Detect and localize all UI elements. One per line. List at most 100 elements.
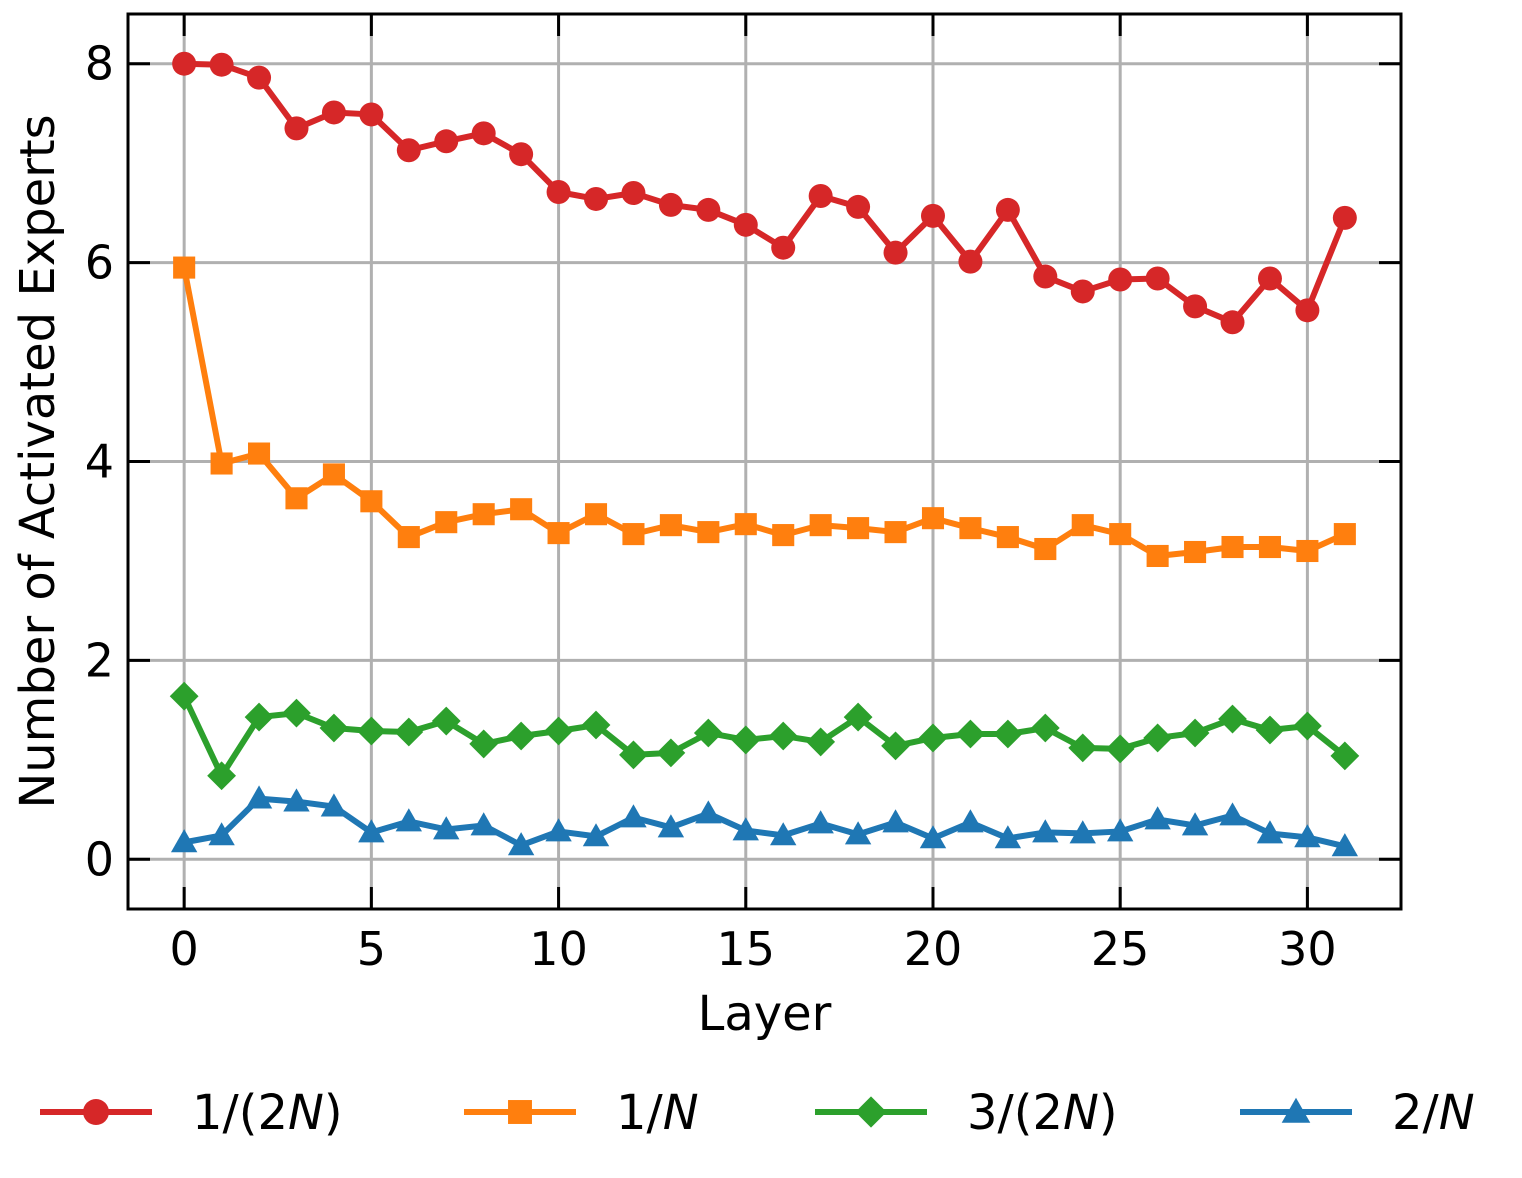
legend-label-prefix: 1/(2 <box>192 1085 288 1141</box>
legend-marker <box>83 1099 109 1125</box>
data-point <box>173 256 196 279</box>
y-tick-label: 8 <box>85 37 114 91</box>
y-tick-label: 0 <box>85 832 114 886</box>
series-2 <box>169 681 1360 791</box>
data-point <box>169 681 199 711</box>
legend: 1/(2N) 1/N 3/(2N) 2/N <box>40 1085 1475 1141</box>
data-point <box>510 498 533 521</box>
data-point <box>507 832 535 856</box>
data-point <box>843 702 873 732</box>
series-line <box>181 267 1347 559</box>
series-layer <box>169 51 1360 857</box>
data-point <box>734 513 757 536</box>
data-point <box>546 180 571 205</box>
data-point <box>996 526 1019 549</box>
data-point <box>807 810 834 834</box>
data-point <box>1069 820 1096 844</box>
legend-label-prefix: 3/(2 <box>967 1085 1063 1141</box>
legend-label: 2/N <box>1392 1085 1475 1141</box>
data-point <box>882 809 909 833</box>
legend-marker <box>508 1100 532 1124</box>
data-point <box>472 503 495 526</box>
data-point <box>209 52 234 77</box>
legend-marker <box>1281 1097 1311 1123</box>
plot-frame <box>126 12 1403 911</box>
data-point <box>657 814 685 838</box>
series-0 <box>172 51 1357 335</box>
series-line <box>181 694 1347 779</box>
data-point <box>1257 266 1282 291</box>
y-axis-label: Number of Activated Experts <box>10 114 66 808</box>
data-point <box>1292 711 1322 741</box>
data-point <box>356 716 386 746</box>
data-point <box>433 816 460 840</box>
data-point <box>731 725 761 755</box>
data-point <box>471 121 496 146</box>
data-point <box>772 524 795 547</box>
data-point <box>1333 523 1356 546</box>
data-point <box>1332 205 1357 230</box>
data-point <box>1146 544 1169 568</box>
data-point <box>170 829 198 853</box>
data-point <box>1030 713 1060 743</box>
data-point <box>394 717 424 747</box>
x-tick-label: 5 <box>357 922 386 976</box>
legend-item-3: 2/N <box>1240 1085 1475 1141</box>
data-point <box>847 517 870 540</box>
legend-label: 3/(2N) <box>967 1085 1118 1141</box>
data-point <box>809 514 832 537</box>
grid-lines <box>128 14 1401 909</box>
data-point <box>918 723 948 753</box>
data-point <box>958 249 983 274</box>
data-point <box>1331 833 1359 857</box>
data-point <box>395 808 423 832</box>
data-point <box>1258 535 1281 559</box>
legend-label-prefix: 1/ <box>616 1085 664 1141</box>
x-tick-label: 10 <box>529 922 588 976</box>
data-point <box>806 727 836 757</box>
legend-item-1: 1/N <box>464 1085 699 1141</box>
data-point <box>208 822 235 846</box>
data-point <box>1221 535 1244 559</box>
data-point <box>622 523 645 546</box>
data-point <box>1033 264 1058 289</box>
data-point <box>396 138 421 163</box>
legend-marker <box>855 1096 887 1128</box>
data-point <box>921 507 945 530</box>
data-point <box>1220 310 1245 335</box>
data-point <box>696 197 721 222</box>
data-point <box>248 442 271 465</box>
x-tick-label: 0 <box>170 922 199 976</box>
data-point <box>732 817 759 841</box>
x-tick-label: 20 <box>904 922 963 976</box>
data-point <box>1184 540 1207 564</box>
data-point <box>282 698 311 728</box>
legend-label: 1/N <box>616 1085 699 1141</box>
data-point <box>1295 298 1320 323</box>
data-point <box>957 809 984 833</box>
data-point <box>995 197 1020 222</box>
legend-label-suffix: ) <box>324 1085 343 1141</box>
data-point <box>584 503 608 526</box>
data-point <box>1106 818 1134 842</box>
data-point <box>619 740 648 770</box>
data-point <box>659 514 682 537</box>
legend-item-2: 3/(2N) <box>815 1085 1118 1141</box>
data-point <box>285 487 308 510</box>
data-point <box>994 825 1022 849</box>
data-point <box>1294 824 1321 848</box>
data-point <box>358 819 385 843</box>
data-point <box>656 738 686 768</box>
data-point <box>881 731 910 761</box>
data-point <box>397 526 420 549</box>
data-point <box>1330 741 1360 771</box>
data-point <box>1256 820 1284 844</box>
data-point <box>733 212 758 237</box>
y-tick-label: 2 <box>85 633 114 687</box>
data-point <box>545 818 572 842</box>
data-point <box>431 706 461 736</box>
data-point <box>770 822 797 846</box>
data-point <box>621 181 646 205</box>
data-point <box>771 235 796 260</box>
